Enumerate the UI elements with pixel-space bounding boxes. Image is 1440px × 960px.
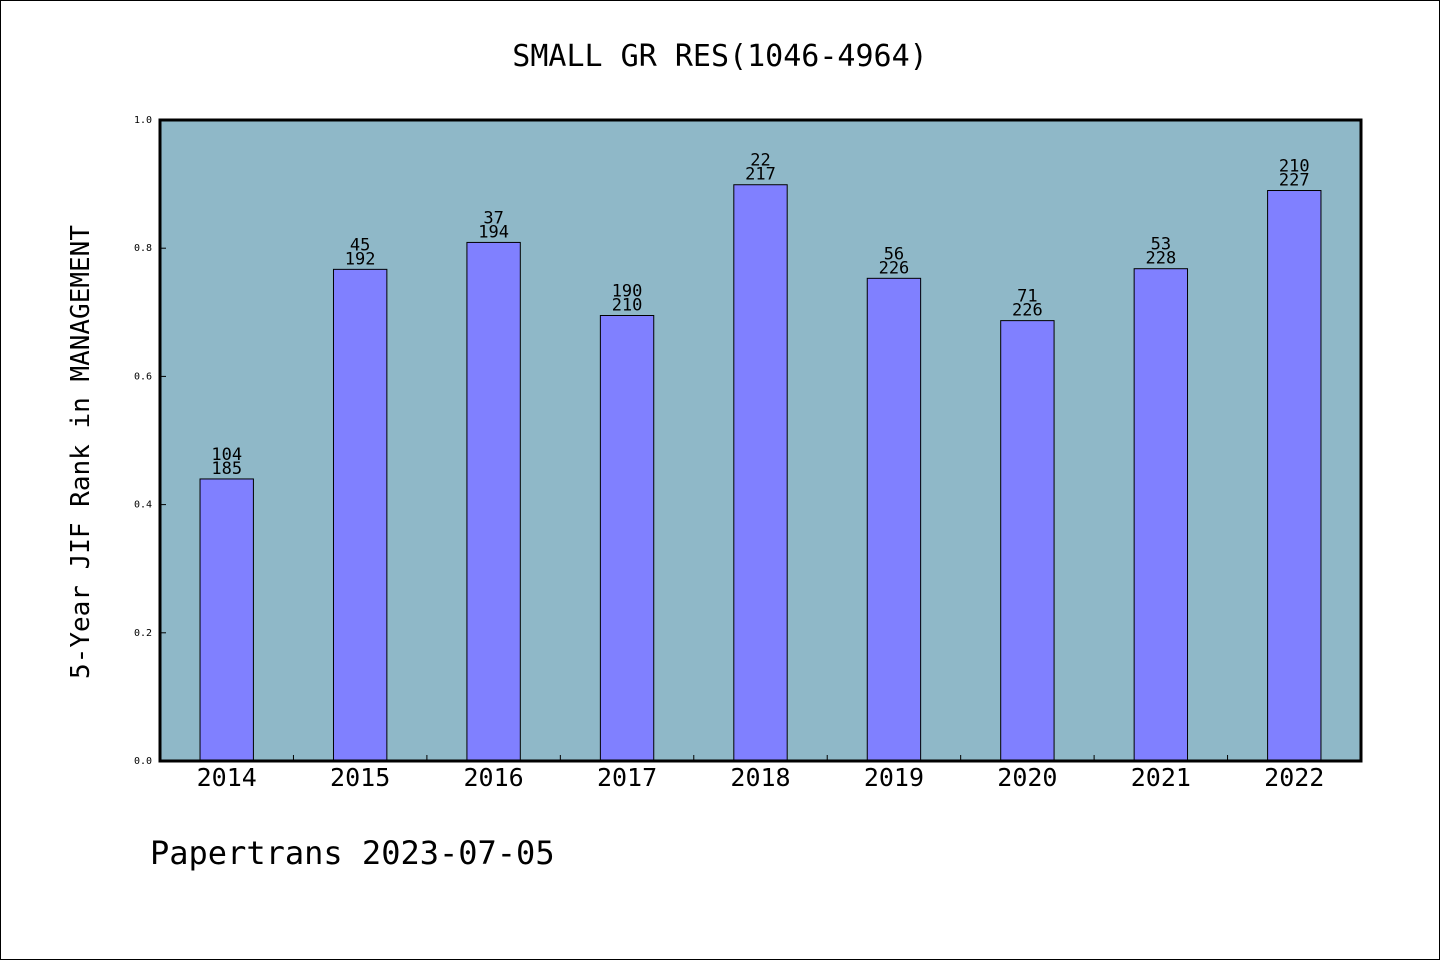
bar-label-top: 22 [750,151,770,171]
footer-text: Papertrans 2023-07-05 [150,834,555,872]
y-tick-label: 1.0 [134,115,152,126]
x-tick-label: 2018 [730,763,790,792]
bar-2018 [733,184,788,762]
chart-title: SMALL GR RES(1046-4964) [512,39,927,74]
bar-2015 [332,268,388,762]
bar-2016 [466,241,521,762]
bar-label-top: 53 [1151,235,1171,255]
x-tick-label: 2021 [1131,763,1191,792]
y-tick-label: 0.4 [134,500,152,511]
x-tick-label: 2020 [997,763,1057,792]
bar-2014 [199,478,254,762]
bar-label-top: 56 [884,244,904,264]
bar-label-top: 45 [350,235,370,255]
x-tick-label: 2016 [464,763,524,792]
y-tick-label: 0.2 [134,628,152,639]
x-tick-label: 2019 [864,763,924,792]
bar-label-top: 104 [211,445,242,465]
bar-2020 [1000,320,1055,762]
bar-2021 [1133,268,1189,762]
bar-label-bottom: 185 [211,459,242,479]
y-tick-label: 0.8 [134,243,152,254]
bar-label-top: 37 [483,208,503,228]
x-tick-label: 2017 [597,763,657,792]
x-tick-label: 2015 [330,763,390,792]
y-axis-label: 5-Year JIF Rank in MANAGEMENT [66,225,96,679]
y-tick-label: 0.0 [134,756,152,767]
bar-label-bottom: 228 [1145,249,1176,269]
bar-label-bottom: 194 [478,222,509,242]
bar-label-bottom: 217 [745,165,776,185]
x-tick-label: 2022 [1264,763,1324,792]
bar-label-top: 190 [612,282,643,302]
bar-label-top: 71 [1017,287,1037,307]
bar-2017 [599,315,655,762]
bar-label-bottom: 227 [1279,171,1310,191]
bar-2019 [866,277,922,762]
bar-label-top: 210 [1279,157,1310,177]
y-tick-label: 0.6 [134,371,152,382]
bar-label-bottom: 226 [879,258,910,278]
bar-label-bottom: 210 [612,296,643,316]
bar-2022 [1267,190,1322,762]
bar-label-bottom: 192 [345,249,376,269]
bar-label-bottom: 226 [1012,301,1043,321]
plot-border [158,118,1363,763]
x-tick-label: 2014 [197,763,257,792]
